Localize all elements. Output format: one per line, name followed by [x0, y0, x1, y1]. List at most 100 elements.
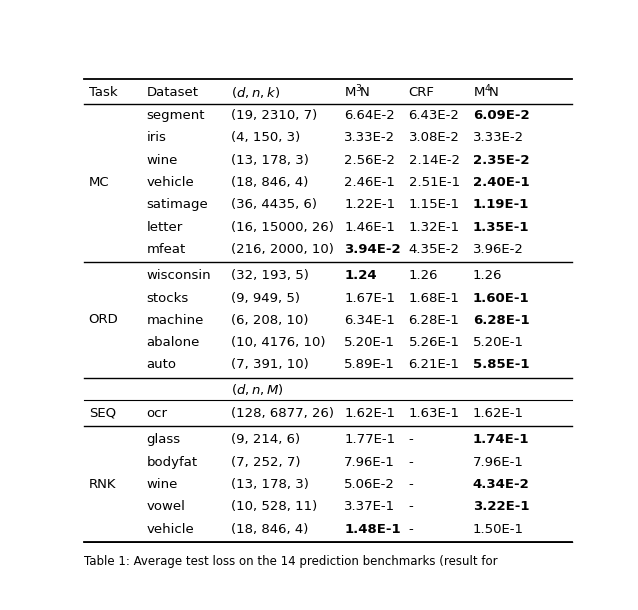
Text: 7.96E-1: 7.96E-1 [473, 456, 524, 469]
Text: 1.32E-1: 1.32E-1 [408, 221, 460, 234]
Text: (13, 178, 3): (13, 178, 3) [230, 478, 308, 491]
Text: CRF: CRF [408, 85, 434, 99]
Text: 5.20E-1: 5.20E-1 [473, 336, 524, 349]
Text: 1.46E-1: 1.46E-1 [345, 221, 395, 234]
Text: 2.40E-1: 2.40E-1 [473, 176, 530, 189]
Text: (10, 4176, 10): (10, 4176, 10) [230, 336, 325, 349]
Text: Table 1: Average test loss on the 14 prediction benchmarks (result for: Table 1: Average test loss on the 14 pre… [84, 554, 498, 568]
Text: 6.21E-1: 6.21E-1 [408, 359, 459, 371]
Text: 1.19E-1: 1.19E-1 [473, 198, 529, 211]
Text: 2.51E-1: 2.51E-1 [408, 176, 460, 189]
Text: 1.68E-1: 1.68E-1 [408, 292, 459, 304]
Text: 5.20E-1: 5.20E-1 [345, 336, 396, 349]
Text: 5.85E-1: 5.85E-1 [473, 359, 530, 371]
Text: 3.22E-1: 3.22E-1 [473, 500, 530, 514]
Text: $(d, n, M)$: $(d, n, M)$ [230, 382, 283, 396]
Text: 4.35E-2: 4.35E-2 [408, 243, 459, 256]
Text: auto: auto [147, 359, 177, 371]
Text: iris: iris [147, 131, 167, 145]
Text: 1.74E-1: 1.74E-1 [473, 434, 530, 447]
Text: -: - [408, 434, 413, 447]
Text: 6.34E-1: 6.34E-1 [345, 314, 395, 327]
Text: $(d, n, k)$: $(d, n, k)$ [230, 85, 280, 99]
Text: -: - [408, 523, 413, 536]
Text: 1.22E-1: 1.22E-1 [345, 198, 396, 211]
Text: (4, 150, 3): (4, 150, 3) [230, 131, 300, 145]
Text: -: - [408, 478, 413, 491]
Text: Dataset: Dataset [147, 85, 198, 99]
Text: (10, 528, 11): (10, 528, 11) [230, 500, 317, 514]
Text: (7, 252, 7): (7, 252, 7) [230, 456, 300, 469]
Text: 5.89E-1: 5.89E-1 [345, 359, 395, 371]
Text: 1.50E-1: 1.50E-1 [473, 523, 524, 536]
Text: ocr: ocr [147, 407, 168, 420]
Text: 3.33E-2: 3.33E-2 [345, 131, 396, 145]
Text: 1.26: 1.26 [473, 269, 502, 282]
Text: 1.62E-1: 1.62E-1 [345, 407, 396, 420]
Text: 1.62E-1: 1.62E-1 [473, 407, 524, 420]
Text: (19, 2310, 7): (19, 2310, 7) [230, 109, 317, 122]
Text: 2.35E-2: 2.35E-2 [473, 154, 530, 167]
Text: 6.64E-2: 6.64E-2 [345, 109, 395, 122]
Text: ORD: ORD [89, 314, 119, 326]
Text: RNK: RNK [89, 478, 116, 490]
Text: 1.67E-1: 1.67E-1 [345, 292, 396, 304]
Text: 1.48E-1: 1.48E-1 [345, 523, 401, 536]
Text: 6.09E-2: 6.09E-2 [473, 109, 530, 122]
Text: 1.15E-1: 1.15E-1 [408, 198, 460, 211]
Text: (216, 2000, 10): (216, 2000, 10) [230, 243, 334, 256]
Text: 1.60E-1: 1.60E-1 [473, 292, 530, 304]
Text: satimage: satimage [147, 198, 208, 211]
Text: vehicle: vehicle [147, 176, 194, 189]
Text: (36, 4435, 6): (36, 4435, 6) [230, 198, 316, 211]
Text: abalone: abalone [147, 336, 200, 349]
Text: 4.34E-2: 4.34E-2 [473, 478, 530, 491]
Text: wine: wine [147, 478, 178, 491]
Text: (16, 15000, 26): (16, 15000, 26) [230, 221, 334, 234]
Text: $\mathrm{M}^4\!\mathrm{N}$: $\mathrm{M}^4\!\mathrm{N}$ [473, 84, 499, 101]
Text: segment: segment [147, 109, 205, 122]
Text: wine: wine [147, 154, 178, 167]
Text: bodyfat: bodyfat [147, 456, 198, 469]
Text: -: - [408, 456, 413, 469]
Text: (32, 193, 5): (32, 193, 5) [230, 269, 308, 282]
Text: letter: letter [147, 221, 182, 234]
Text: machine: machine [147, 314, 204, 327]
Text: MC: MC [89, 176, 109, 188]
Text: 6.43E-2: 6.43E-2 [408, 109, 459, 122]
Text: 3.08E-2: 3.08E-2 [408, 131, 459, 145]
Text: vowel: vowel [147, 500, 186, 514]
Text: (13, 178, 3): (13, 178, 3) [230, 154, 308, 167]
Text: glass: glass [147, 434, 181, 447]
Text: 2.14E-2: 2.14E-2 [408, 154, 459, 167]
Text: 3.96E-2: 3.96E-2 [473, 243, 524, 256]
Text: (18, 846, 4): (18, 846, 4) [230, 176, 308, 189]
Text: (9, 214, 6): (9, 214, 6) [230, 434, 300, 447]
Text: 1.24: 1.24 [345, 269, 377, 282]
Text: 3.37E-1: 3.37E-1 [345, 500, 396, 514]
Text: 2.56E-2: 2.56E-2 [345, 154, 396, 167]
Text: wisconsin: wisconsin [147, 269, 211, 282]
Text: Task: Task [89, 85, 117, 99]
Text: stocks: stocks [147, 292, 189, 304]
Text: -: - [408, 500, 413, 514]
Text: 5.26E-1: 5.26E-1 [408, 336, 459, 349]
Text: (6, 208, 10): (6, 208, 10) [230, 314, 308, 327]
Text: 5.06E-2: 5.06E-2 [345, 478, 395, 491]
Text: 1.26: 1.26 [408, 269, 438, 282]
Text: 3.94E-2: 3.94E-2 [345, 243, 401, 256]
Text: 6.28E-1: 6.28E-1 [473, 314, 530, 327]
Text: (18, 846, 4): (18, 846, 4) [230, 523, 308, 536]
Text: SEQ: SEQ [89, 407, 115, 420]
Text: mfeat: mfeat [147, 243, 186, 256]
Text: (9, 949, 5): (9, 949, 5) [230, 292, 300, 304]
Text: 7.96E-1: 7.96E-1 [345, 456, 395, 469]
Text: (128, 6877, 26): (128, 6877, 26) [230, 407, 334, 420]
Text: $\mathrm{M}^3\!\mathrm{N}$: $\mathrm{M}^3\!\mathrm{N}$ [345, 84, 371, 101]
Text: vehicle: vehicle [147, 523, 194, 536]
Text: 1.77E-1: 1.77E-1 [345, 434, 396, 447]
Text: (7, 391, 10): (7, 391, 10) [230, 359, 308, 371]
Text: 3.33E-2: 3.33E-2 [473, 131, 524, 145]
Text: 2.46E-1: 2.46E-1 [345, 176, 395, 189]
Text: 6.28E-1: 6.28E-1 [408, 314, 459, 327]
